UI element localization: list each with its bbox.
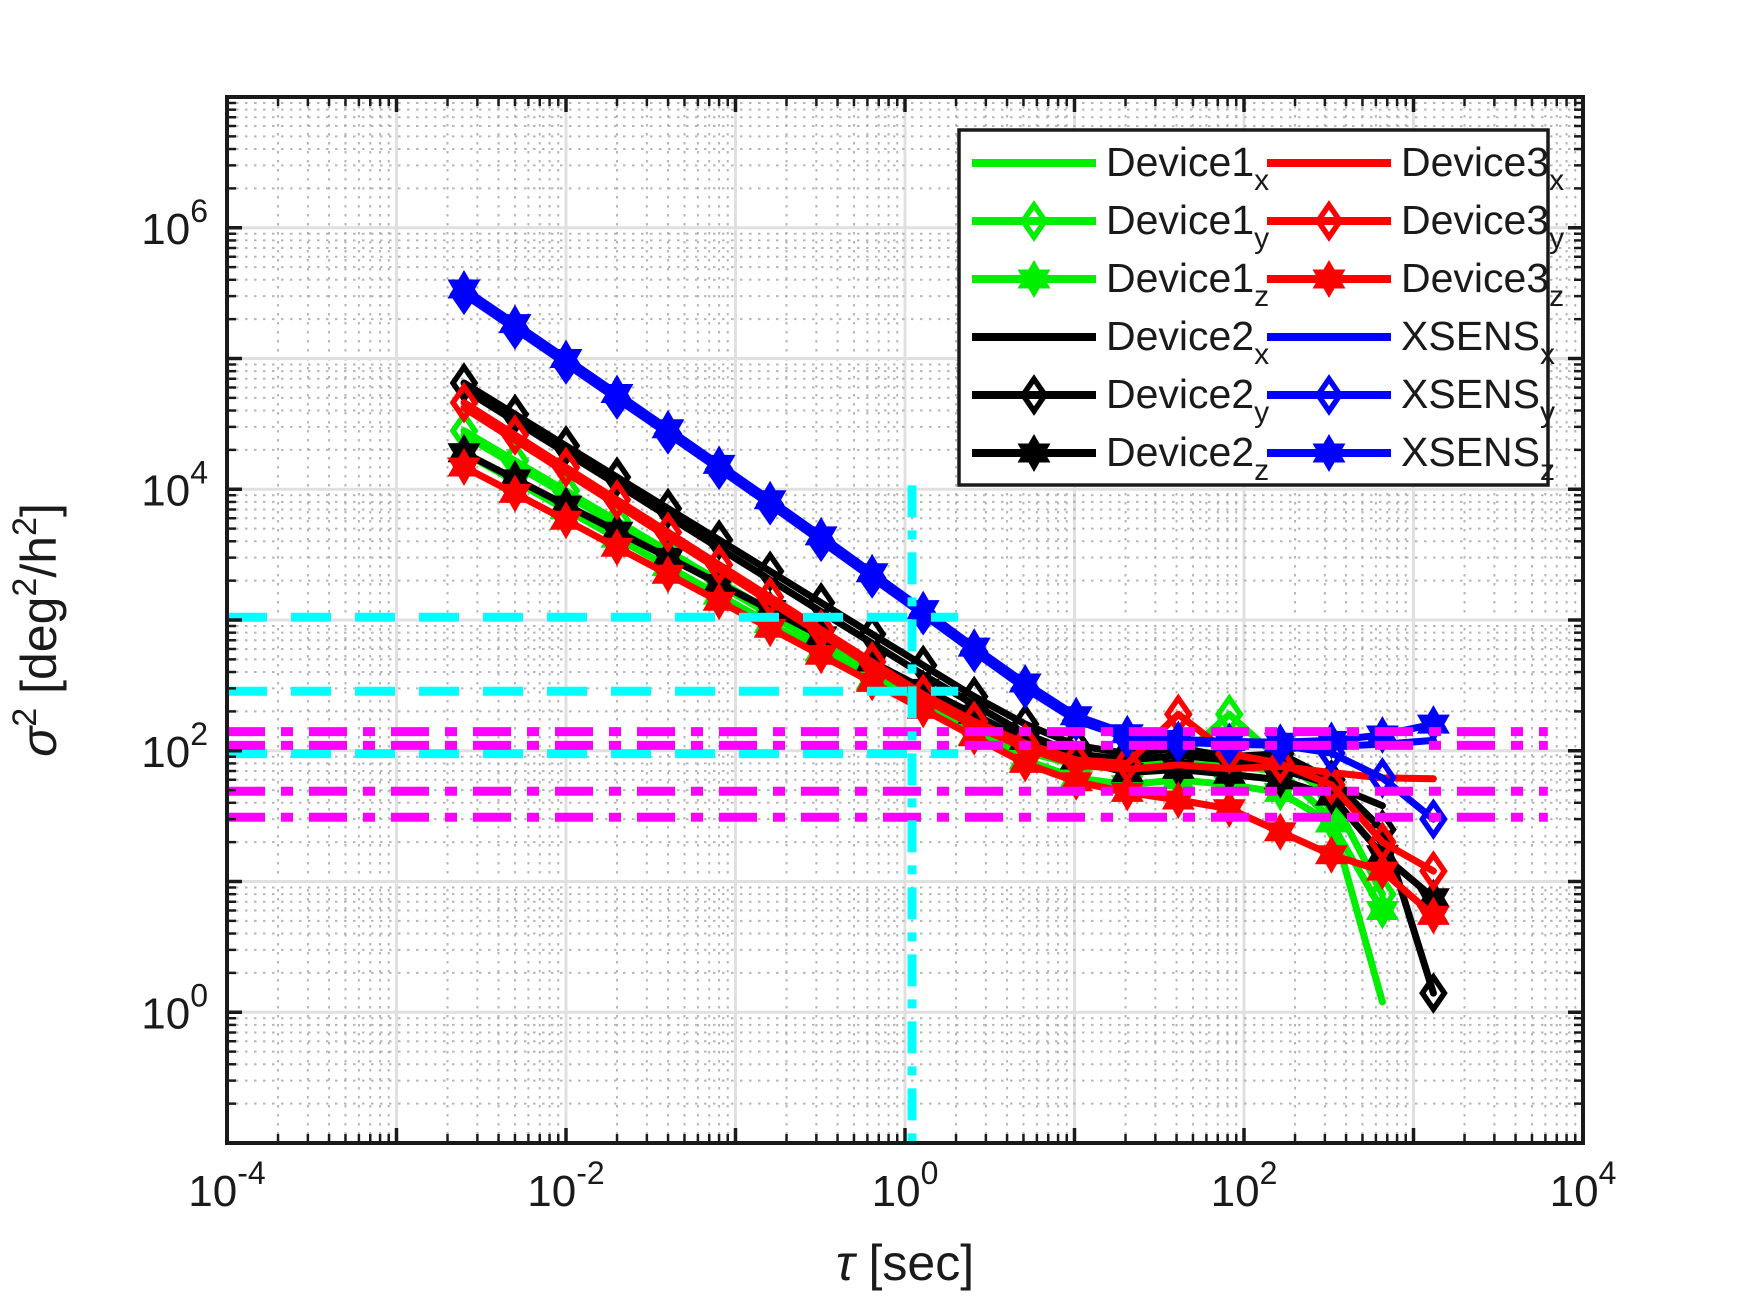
legend-entry-Device3_z: Device3z [1267, 255, 1564, 313]
plot-border [225, 95, 1585, 1145]
hexagram-marker [651, 409, 685, 448]
diamond-marker [551, 424, 581, 467]
hexagram-marker [1365, 852, 1399, 891]
hexagram-marker [447, 448, 481, 486]
diamond-marker [1019, 374, 1049, 416]
diamond-marker [1317, 763, 1346, 806]
diamond-marker [500, 393, 530, 436]
legend-label: XSENSz [1401, 429, 1555, 487]
y-tick-label: 102 [141, 716, 208, 777]
legend: Device1xDevice1yDevice1zDevice2xDevice2y… [957, 128, 1564, 487]
legend-label: Device1y [1106, 197, 1269, 255]
axes [225, 95, 1585, 1145]
x-tick-label: 100 [872, 1155, 939, 1216]
hexagram-marker [1416, 896, 1450, 935]
legend-label: Device3y [1401, 197, 1564, 255]
x-tick-label: 10-2 [527, 1155, 604, 1216]
legend-label: Device3x [1401, 139, 1564, 197]
legend-label: Device2z [1106, 429, 1269, 487]
hexagram-marker [498, 474, 532, 513]
legend-label: Device2x [1106, 313, 1269, 371]
diamond-marker [500, 414, 530, 456]
legend-entry-XSENS_y: XSENSy [1267, 371, 1555, 429]
legend-entry-Device1_y: Device1y [972, 197, 1269, 255]
tick-labels: 10-4 10-2 100 102 104 100 102 104 106 [141, 193, 1616, 1216]
hexagram-marker [1017, 434, 1051, 472]
diamond-marker [1019, 200, 1049, 242]
hexagram-marker [1017, 260, 1051, 298]
diamond-marker [449, 362, 479, 404]
reference-lines [227, 485, 1548, 1143]
diamond-marker [755, 550, 785, 593]
diamond-marker [449, 381, 479, 424]
legend-box [957, 128, 1550, 487]
diamond-marker [1314, 200, 1344, 242]
hexagram-marker [600, 528, 634, 567]
legend-label: XSENSy [1401, 371, 1555, 429]
hexagram-marker [549, 501, 583, 540]
diamond-marker [1419, 972, 1448, 1014]
legend-entry-XSENS_z: XSENSz [1267, 429, 1555, 487]
hexagram-marker [804, 636, 838, 675]
y-tick-label: 104 [141, 454, 208, 515]
legend-label: Device2y [1106, 371, 1269, 429]
hexagram-marker [1008, 664, 1042, 702]
legend-label: Device3z [1401, 255, 1564, 313]
hexagram-marker [651, 555, 685, 594]
legend-entry-Device1_z: Device1z [972, 255, 1269, 313]
hexagram-marker [1263, 812, 1297, 851]
diamond-marker [704, 519, 734, 561]
legend-entry-XSENS_x: XSENSx [1267, 313, 1555, 371]
hexagram-marker [804, 516, 838, 555]
legend-label: XSENSx [1401, 313, 1555, 371]
hexagram-marker [957, 628, 991, 667]
diamond-marker [602, 478, 632, 521]
legend-entry-Device3_x: Device3x [1267, 139, 1564, 197]
diamond-marker [653, 487, 683, 530]
legend-entry-Device1_x: Device1x [972, 139, 1269, 197]
hexagram-marker [753, 480, 787, 519]
hexagram-marker [1365, 891, 1399, 930]
legend-entry-Device2_z: Device2z [972, 429, 1269, 487]
diamond-marker [1314, 374, 1344, 416]
legend-label: Device1z [1106, 255, 1269, 313]
hexagram-marker [549, 339, 583, 378]
hexagram-marker [447, 270, 481, 308]
y-tick-label: 100 [141, 977, 208, 1038]
legend-entry-Device2_x: Device2x [972, 313, 1269, 371]
x-axis-label: τ [sec] [836, 1235, 974, 1291]
diamond-marker [602, 456, 632, 498]
legend-entry-Device3_y: Device3y [1267, 197, 1564, 255]
hexagram-marker [1312, 260, 1346, 298]
hexagram-marker [498, 304, 532, 343]
x-tick-label: 104 [1550, 1155, 1617, 1216]
hexagram-marker [702, 445, 736, 484]
hexagram-marker [1008, 744, 1042, 783]
y-tick-label: 106 [141, 193, 208, 254]
legend-label: Device1x [1106, 139, 1269, 197]
x-tick-label: 102 [1211, 1155, 1278, 1216]
hexagram-marker [1110, 773, 1144, 812]
hexagram-marker [600, 374, 634, 413]
diamond-marker [1419, 850, 1448, 892]
diamond-marker [1265, 742, 1295, 785]
diamond-marker [704, 543, 734, 586]
y-axis-label: σ2 [deg2/h2] [6, 503, 67, 757]
hexagram-marker [1312, 434, 1346, 472]
hexagram-marker [702, 582, 736, 621]
diamond-marker [551, 446, 581, 489]
x-tick-label: 10-4 [188, 1155, 265, 1216]
hexagram-marker [855, 553, 889, 592]
legend-entry-Device2_y: Device2y [972, 371, 1269, 429]
diamond-marker [653, 511, 683, 554]
hexagram-marker [1314, 835, 1348, 874]
